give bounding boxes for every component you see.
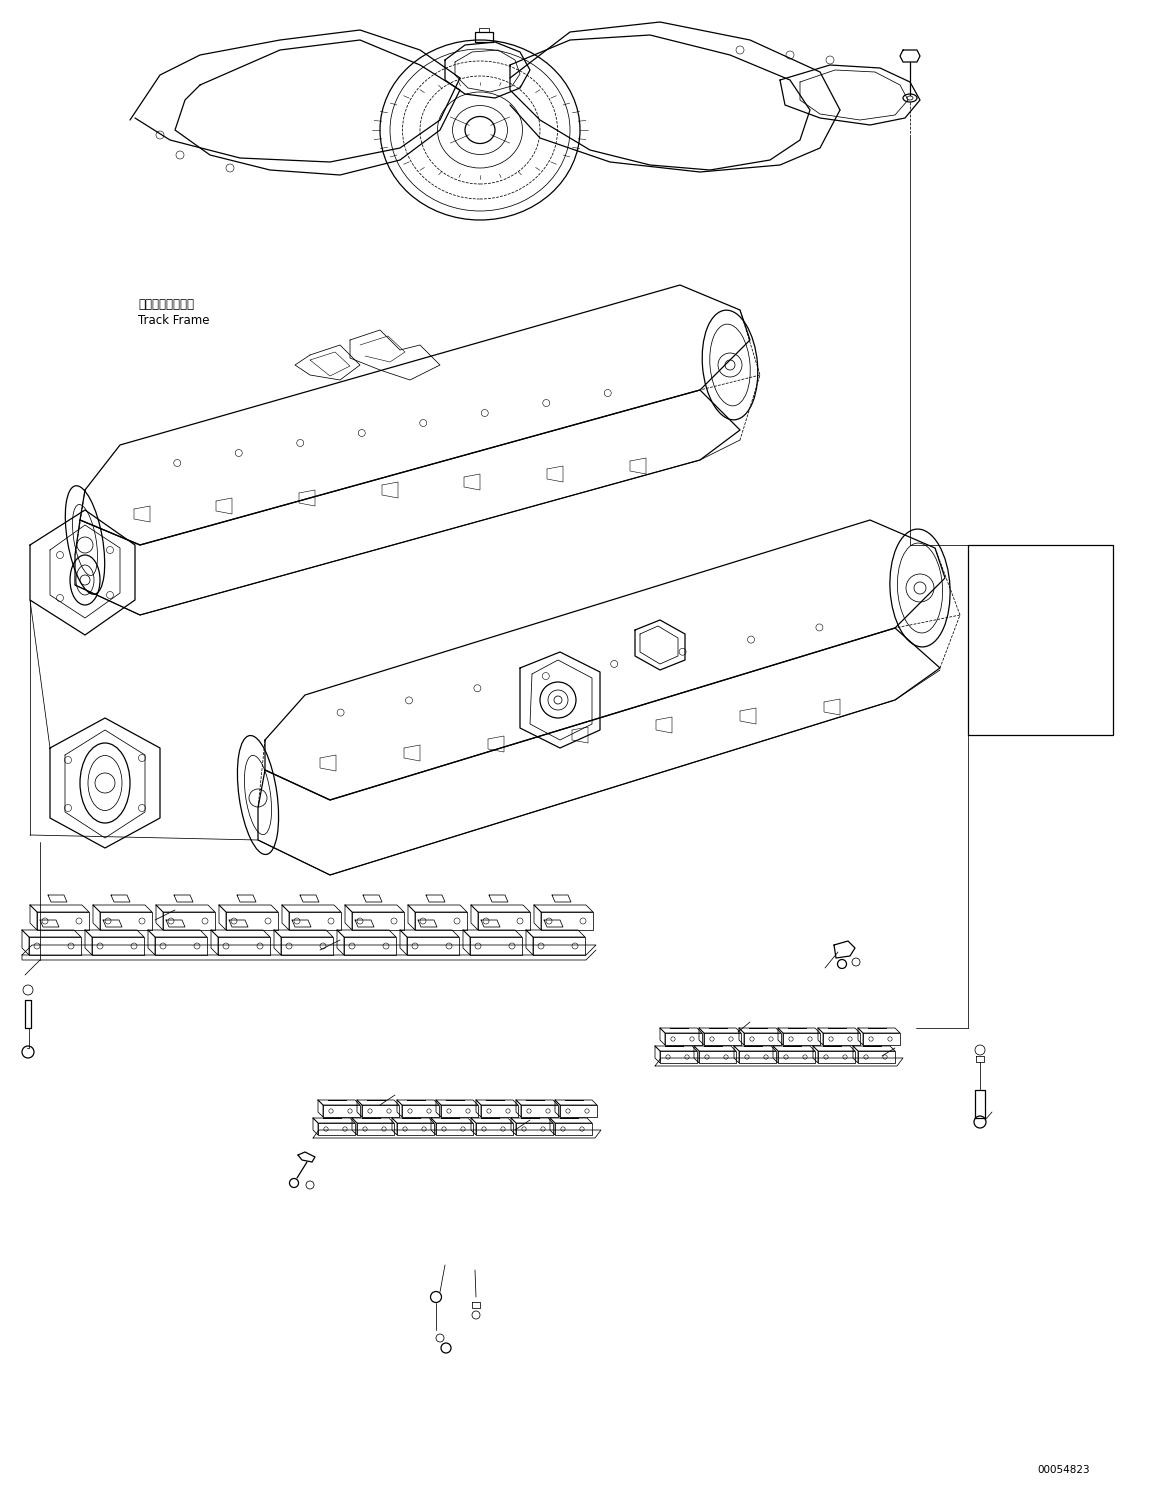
Text: Track Frame: Track Frame <box>138 315 209 327</box>
Bar <box>479 28 489 31</box>
Bar <box>967 546 1113 735</box>
Text: トラックフレーム: トラックフレーム <box>138 298 194 312</box>
Text: 00054823: 00054823 <box>1038 1466 1090 1475</box>
Bar <box>475 31 493 42</box>
